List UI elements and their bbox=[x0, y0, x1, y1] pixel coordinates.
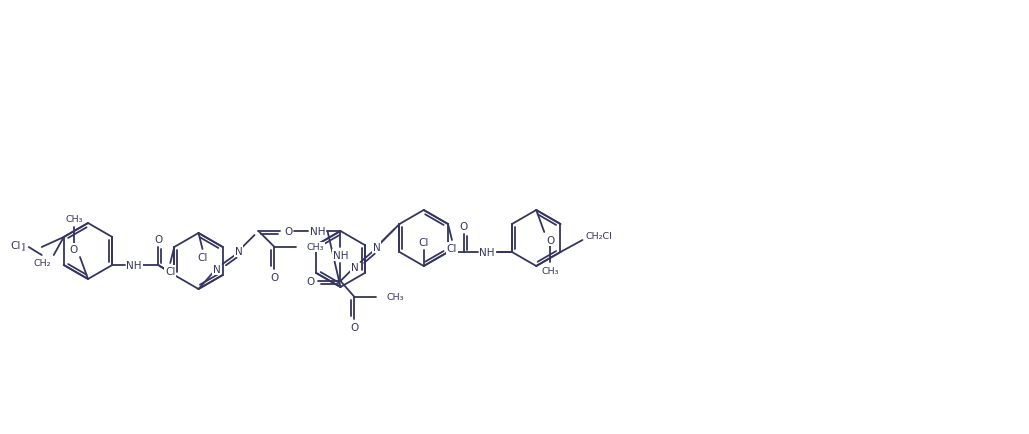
Text: N: N bbox=[351, 263, 358, 273]
Text: Cl: Cl bbox=[447, 243, 457, 253]
Text: N: N bbox=[213, 264, 220, 274]
Text: CH₃: CH₃ bbox=[65, 215, 82, 224]
Text: Cl: Cl bbox=[10, 240, 21, 250]
Text: N: N bbox=[235, 247, 243, 256]
Text: Cl: Cl bbox=[198, 253, 208, 263]
Text: NH: NH bbox=[480, 247, 495, 257]
Text: O: O bbox=[350, 322, 359, 332]
Text: O: O bbox=[307, 276, 315, 286]
Text: O: O bbox=[70, 244, 78, 254]
Text: NH: NH bbox=[127, 260, 142, 270]
Text: O: O bbox=[460, 221, 468, 231]
Text: Cl: Cl bbox=[15, 243, 26, 253]
Text: O: O bbox=[546, 236, 555, 246]
Text: Cl: Cl bbox=[165, 266, 175, 276]
Text: N: N bbox=[372, 243, 381, 253]
Text: NH: NH bbox=[332, 250, 348, 260]
Text: CH₃: CH₃ bbox=[387, 293, 404, 302]
Text: CH₂: CH₂ bbox=[33, 258, 50, 267]
Text: O: O bbox=[284, 227, 292, 237]
Text: CH₃: CH₃ bbox=[541, 266, 559, 275]
Text: CH₃: CH₃ bbox=[307, 243, 324, 252]
Text: O: O bbox=[154, 234, 163, 244]
Text: Cl: Cl bbox=[419, 237, 429, 247]
Text: O: O bbox=[271, 273, 279, 283]
Text: NH: NH bbox=[310, 227, 325, 237]
Text: CH₂Cl: CH₂Cl bbox=[586, 232, 612, 241]
